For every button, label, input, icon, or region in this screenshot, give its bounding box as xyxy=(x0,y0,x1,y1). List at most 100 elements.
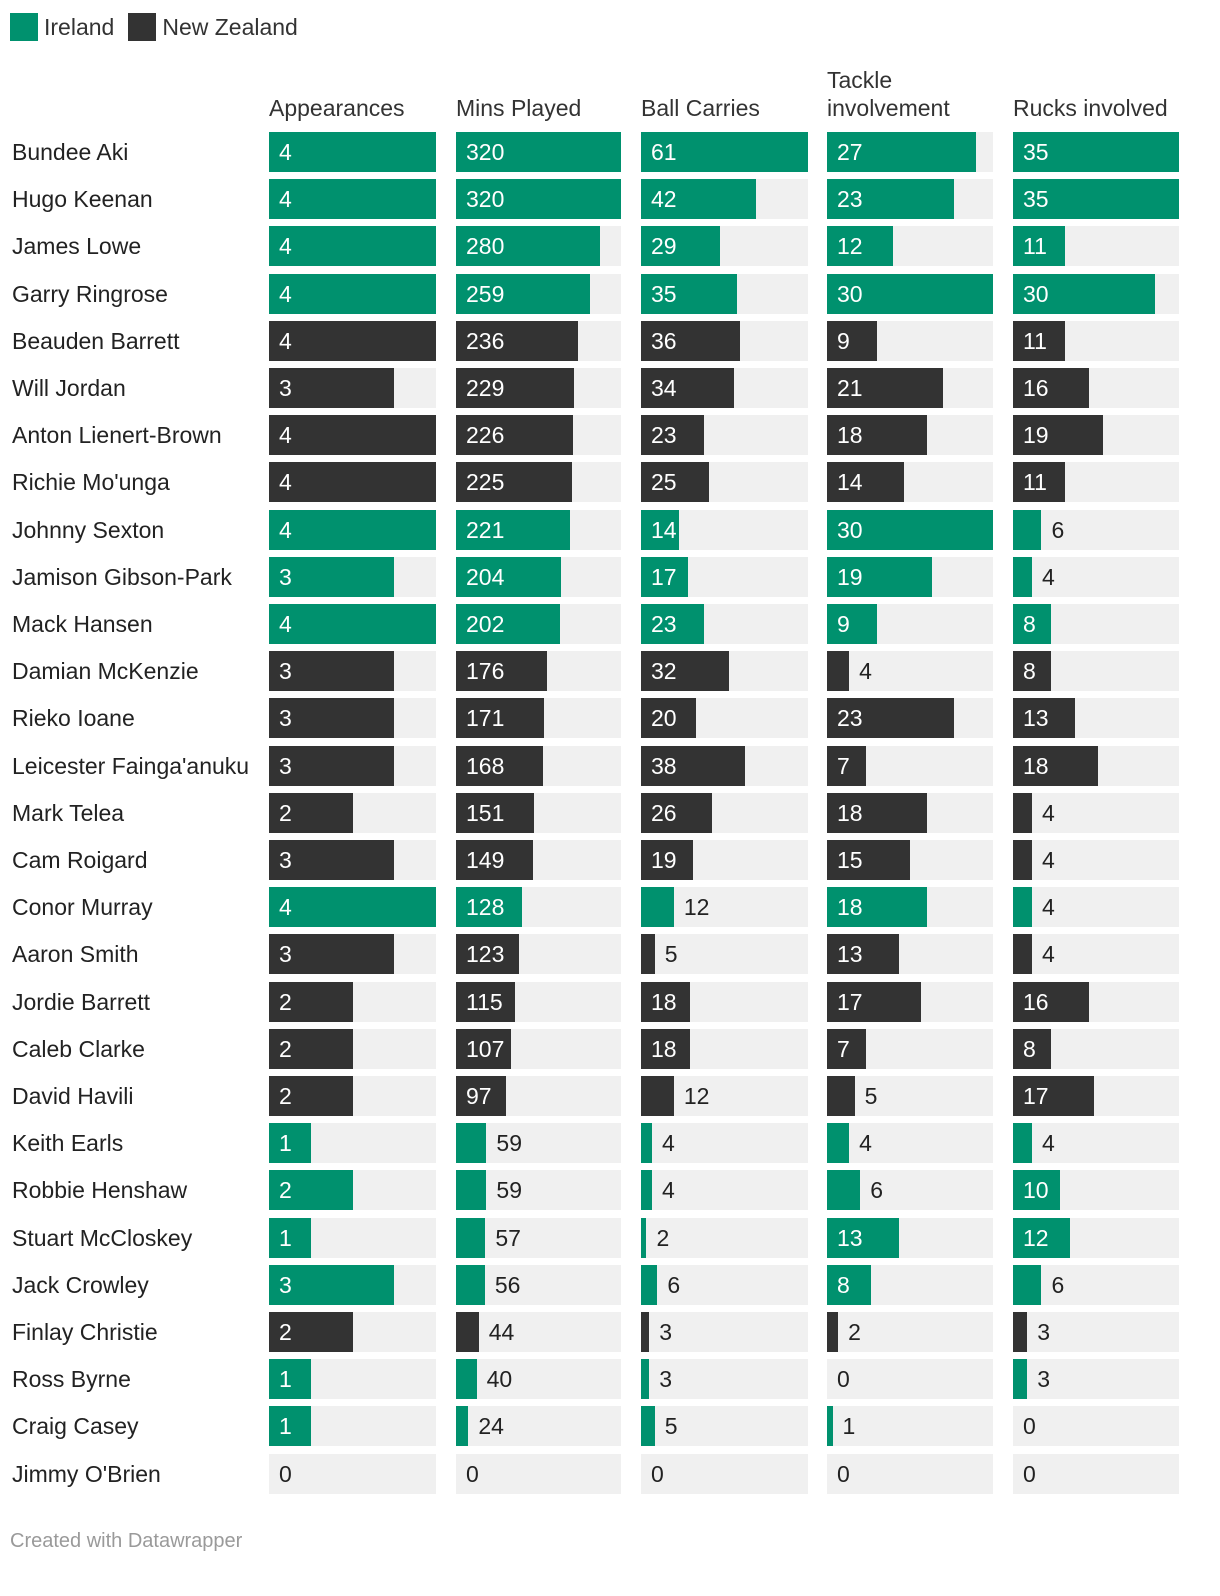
bar-mins-mack-hansen xyxy=(456,604,561,644)
bar-appearances-stuart-mccloskey xyxy=(269,1217,311,1258)
bar-track-appearances: 3 xyxy=(269,1264,436,1305)
value-label-appearances: 3 xyxy=(279,847,292,873)
bar-rucks-stuart-mccloskey xyxy=(1013,1217,1070,1258)
value-label-mins: 123 xyxy=(466,941,505,968)
bar-rucks-finlay-christie xyxy=(1013,1312,1028,1352)
bar-track-appearances: 3 xyxy=(269,745,436,786)
value-label-mins: 168 xyxy=(466,752,505,779)
value-label-mins: 221 xyxy=(466,516,505,543)
bar-rucks-rieko-ioane xyxy=(1013,698,1075,739)
bar-carries-finlay-christie xyxy=(641,1312,650,1352)
bar-track-appearances: 1 xyxy=(269,1217,436,1258)
player-label-anton-lienert-brown: Anton Lienert-Brown xyxy=(12,422,222,449)
bar-mins-beauden-barrett xyxy=(456,320,578,361)
bar-track-tackles: 18 xyxy=(827,792,993,833)
value-label-tackles: 18 xyxy=(837,894,863,921)
value-label-mins: 0 xyxy=(466,1460,479,1487)
bar-appearances-hugo-keenan xyxy=(269,179,436,220)
value-label-carries: 12 xyxy=(683,894,710,921)
bar-track-carries: 32 xyxy=(641,651,808,692)
value-label-carries: 34 xyxy=(651,375,677,401)
value-label-carries: 38 xyxy=(651,752,677,779)
bar-track-carries: 18 xyxy=(641,1028,808,1069)
value-label-tackles: 18 xyxy=(837,799,863,826)
value-label-mins: 149 xyxy=(466,847,505,873)
value-label-appearances: 4 xyxy=(279,422,292,449)
value-label-appearances: 3 xyxy=(279,375,292,401)
bar-track-tackles: 5 xyxy=(827,1076,993,1116)
bar-mins-conor-murray xyxy=(456,887,522,928)
value-label-carries: 29 xyxy=(651,233,677,260)
bar-appearances-jamison-gibson-park xyxy=(269,556,395,597)
value-label-rucks: 6 xyxy=(1051,1271,1065,1298)
bar-appearances-bundee-aki xyxy=(269,132,436,172)
bar-track-rucks: 6 xyxy=(1013,509,1179,550)
value-label-appearances: 2 xyxy=(279,988,292,1015)
bar-mins-bundee-aki xyxy=(456,132,621,172)
value-label-mins: 97 xyxy=(466,1083,492,1109)
value-label-mins: 229 xyxy=(466,375,505,401)
bar-rucks-hugo-keenan xyxy=(1013,179,1179,220)
value-label-rucks: 11 xyxy=(1023,233,1047,260)
value-label-carries: 42 xyxy=(651,186,677,213)
bar-track-rucks: 11 xyxy=(1013,226,1179,267)
value-label-mins: 320 xyxy=(466,139,505,165)
bar-track-rucks: 19 xyxy=(1013,415,1179,456)
value-label-carries: 61 xyxy=(651,139,677,165)
bar-tackles-mack-hansen xyxy=(827,604,877,644)
bar-track-mins: 115 xyxy=(456,981,621,1022)
bar-rucks-james-lowe xyxy=(1013,226,1066,267)
bar-rucks-johnny-sexton xyxy=(1013,509,1042,550)
bar-mins-rieko-ioane xyxy=(456,698,545,739)
bar-track-carries: 61 xyxy=(641,132,808,172)
bar-track-tackles: 7 xyxy=(827,1028,993,1069)
bar-tackles-james-lowe xyxy=(827,226,894,267)
bar-mins-ross-byrne xyxy=(456,1359,477,1400)
bar-carries-bundee-aki xyxy=(641,132,808,172)
bar-track-tackles: 0 xyxy=(827,1359,993,1400)
bar-appearances-damian-mckenzie xyxy=(269,651,395,692)
bar-track-tackles: 1 xyxy=(827,1406,993,1447)
value-label-carries: 19 xyxy=(651,847,677,873)
column-header-rucks: Rucks involved xyxy=(1013,95,1168,121)
bar-rucks-will-jordan xyxy=(1013,368,1089,408)
value-label-tackles: 9 xyxy=(837,327,850,354)
value-label-appearances: 3 xyxy=(279,941,292,968)
bar-appearances-mark-telea xyxy=(269,792,353,833)
bar-carries-jordie-barrett xyxy=(641,981,691,1022)
bar-mins-jack-crowley xyxy=(456,1264,485,1305)
player-label-damian-mckenzie: Damian McKenzie xyxy=(12,658,199,685)
bar-track-mins: 24 xyxy=(456,1406,621,1447)
bar-track-rucks: 8 xyxy=(1013,651,1179,692)
value-label-appearances: 3 xyxy=(279,752,292,779)
bar-track-carries: 17 xyxy=(641,556,808,597)
bar-track-carries: 14 xyxy=(641,509,808,550)
bar-mins-richie-mo-unga xyxy=(456,462,573,503)
bar-track-rucks: 13 xyxy=(1013,698,1179,739)
bar-track-tackles: 19 xyxy=(827,556,993,597)
value-label-carries: 20 xyxy=(651,705,677,732)
value-label-carries: 12 xyxy=(683,1083,710,1109)
player-label-mark-telea: Mark Telea xyxy=(12,799,125,826)
bar-track-mins: 176 xyxy=(456,651,621,692)
player-label-ross-byrne: Ross Byrne xyxy=(12,1366,131,1393)
player-label-james-lowe: James Lowe xyxy=(12,233,142,260)
bar-track-tackles: 23 xyxy=(827,698,993,739)
bar-appearances-mack-hansen xyxy=(269,604,436,644)
bar-carries-will-jordan xyxy=(641,368,735,408)
value-label-tackles: 12 xyxy=(837,233,863,260)
bar-tackles-jack-crowley xyxy=(827,1264,872,1305)
value-label-rucks: 8 xyxy=(1023,1035,1036,1062)
bar-tackles-cam-roigard xyxy=(827,840,910,880)
value-label-rucks: 4 xyxy=(1041,894,1055,921)
bar-track-appearances: 4 xyxy=(269,415,436,456)
bar-track-rucks: 4 xyxy=(1013,840,1179,880)
bar-carries-garry-ringrose xyxy=(641,273,737,314)
value-label-mins: 57 xyxy=(495,1224,521,1251)
bar-appearances-david-havili xyxy=(269,1076,353,1116)
bar-track-mins: 44 xyxy=(456,1312,621,1352)
bar-carries-james-lowe xyxy=(641,226,721,267)
bar-appearances-ross-byrne xyxy=(269,1359,311,1400)
value-label-rucks: 3 xyxy=(1037,1319,1051,1345)
bar-track-rucks: 35 xyxy=(1013,179,1179,220)
